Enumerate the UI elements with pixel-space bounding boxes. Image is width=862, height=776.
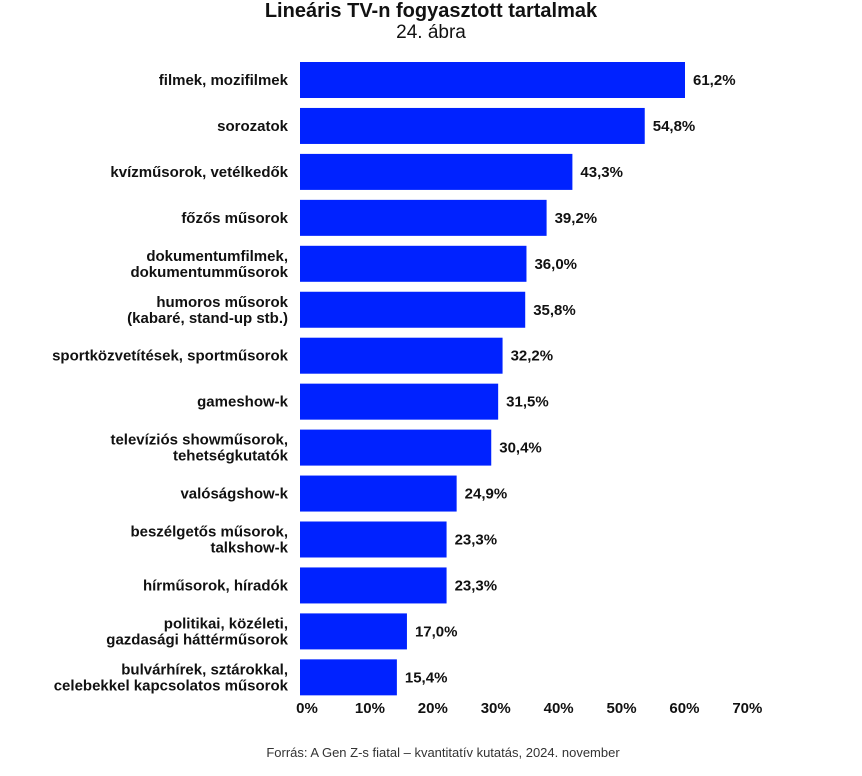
value-label-2: 43,3% — [580, 164, 623, 181]
value-label-10: 23,3% — [455, 532, 498, 549]
bar-12 — [300, 613, 407, 650]
category-label-6: sportközvetítések, sportműsorok — [52, 348, 289, 365]
value-label-4: 36,0% — [534, 256, 577, 273]
category-label-8: televíziós showműsorok, tehetségkutatók — [110, 432, 288, 465]
value-label-12: 17,0% — [415, 623, 458, 640]
bar-0 — [300, 62, 685, 98]
bar-4 — [300, 245, 527, 282]
bars-layer — [300, 62, 685, 696]
category-label-2: kvízműsorok, vetélkedők — [110, 164, 288, 181]
bar-13 — [300, 659, 397, 696]
category-label-9: valóságshow-k — [180, 486, 288, 503]
chart-title: Lineáris TV-n fogyasztott tartalmak — [264, 0, 598, 22]
x-tick-label-3: 30% — [481, 700, 511, 717]
value-label-0: 61,2% — [693, 72, 736, 89]
value-label-1: 54,8% — [653, 118, 696, 135]
bar-chart: filmek, mozifilmek sorozatok kvízműsorok, … — [52, 62, 762, 717]
category-label-3: főzős műsorok — [181, 210, 288, 227]
bar-9 — [300, 475, 457, 512]
category-label-13: bulvárhírek, sztárokkal, celebekkel kapcs… — [54, 661, 289, 694]
bar-6 — [300, 337, 503, 374]
value-label-6: 32,2% — [511, 348, 554, 365]
category-label-11: hírműsorok, híradók — [143, 577, 289, 594]
category-label-1: sorozatok — [217, 118, 289, 135]
chart-subtitle: 24. ábra — [396, 22, 466, 43]
x-tick-label-5: 50% — [607, 700, 637, 717]
category-label-12: politikai, közéleti, gazdasági háttérműso… — [106, 615, 288, 648]
x-tick-label-1: 10% — [355, 700, 385, 717]
category-label-4: dokumentumfilmek, dokumentumműsorok — [130, 248, 288, 281]
bar-2 — [300, 153, 573, 190]
value-label-7: 31,5% — [506, 394, 549, 411]
category-label-0: filmek, mozifilmek — [159, 72, 289, 89]
x-axis-ticks: 0% 10% 20% 30% 40% 50% 60% 70% — [296, 700, 762, 717]
value-label-3: 39,2% — [555, 210, 598, 227]
bar-3 — [300, 199, 547, 236]
category-label-7: gameshow-k — [197, 394, 289, 411]
category-label-10: beszélgetős műsorok, talkshow-k — [130, 524, 288, 557]
value-label-5: 35,8% — [533, 302, 576, 319]
value-label-9: 24,9% — [465, 486, 508, 503]
category-labels: filmek, mozifilmek sorozatok kvízműsorok, … — [52, 72, 289, 694]
category-label-5: humoros műsorok (kabaré, stand-up stb.) — [127, 294, 289, 327]
bar-5 — [300, 291, 526, 328]
value-labels: 61,2% 54,8% 43,3% 39,2% 36,0% 35,8% 32,2% 31,5%… — [405, 72, 736, 686]
x-tick-label-7: 70% — [732, 700, 762, 717]
x-tick-label-6: 60% — [669, 700, 699, 717]
x-tick-label-0: 0% — [296, 700, 318, 717]
value-label-8: 30,4% — [499, 440, 542, 457]
value-label-11: 23,3% — [455, 577, 498, 594]
bar-11 — [300, 567, 447, 604]
x-tick-label-2: 20% — [418, 700, 448, 717]
bar-10 — [300, 521, 447, 558]
value-label-13: 15,4% — [405, 669, 448, 686]
source-note: Forrás: A Gen Z-s fiatal – kvantitatív k… — [266, 745, 620, 760]
bar-8 — [300, 429, 492, 466]
bar-1 — [300, 107, 645, 144]
bar-7 — [300, 383, 499, 420]
x-tick-label-4: 40% — [544, 700, 574, 717]
